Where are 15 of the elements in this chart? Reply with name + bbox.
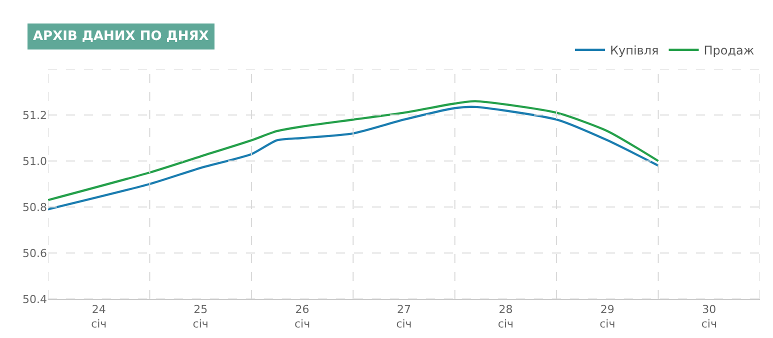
x-tick-label: 30 січ	[701, 303, 717, 330]
y-tick-label: 51.0	[22, 154, 47, 168]
x-tick-label: 26 січ	[294, 303, 310, 330]
y-tick-label: 51.2	[22, 108, 47, 122]
x-tick-label: 27 січ	[396, 303, 412, 330]
x-tick-label: 29 січ	[600, 303, 616, 330]
x-tick-label: 25 січ	[192, 303, 208, 330]
x-tick-label: 28 січ	[498, 303, 514, 330]
y-tick-label: 50.6	[22, 246, 47, 260]
y-tick-label: 50.4	[22, 292, 47, 306]
legend-label: Продаж	[704, 44, 754, 58]
chart-title: АРХІВ ДАНИХ ПО ДНЯХ	[33, 29, 209, 44]
y-tick-label: 50.8	[22, 200, 47, 214]
legend-label: Купівля	[610, 44, 659, 58]
x-tick-label: 24 січ	[91, 303, 107, 330]
